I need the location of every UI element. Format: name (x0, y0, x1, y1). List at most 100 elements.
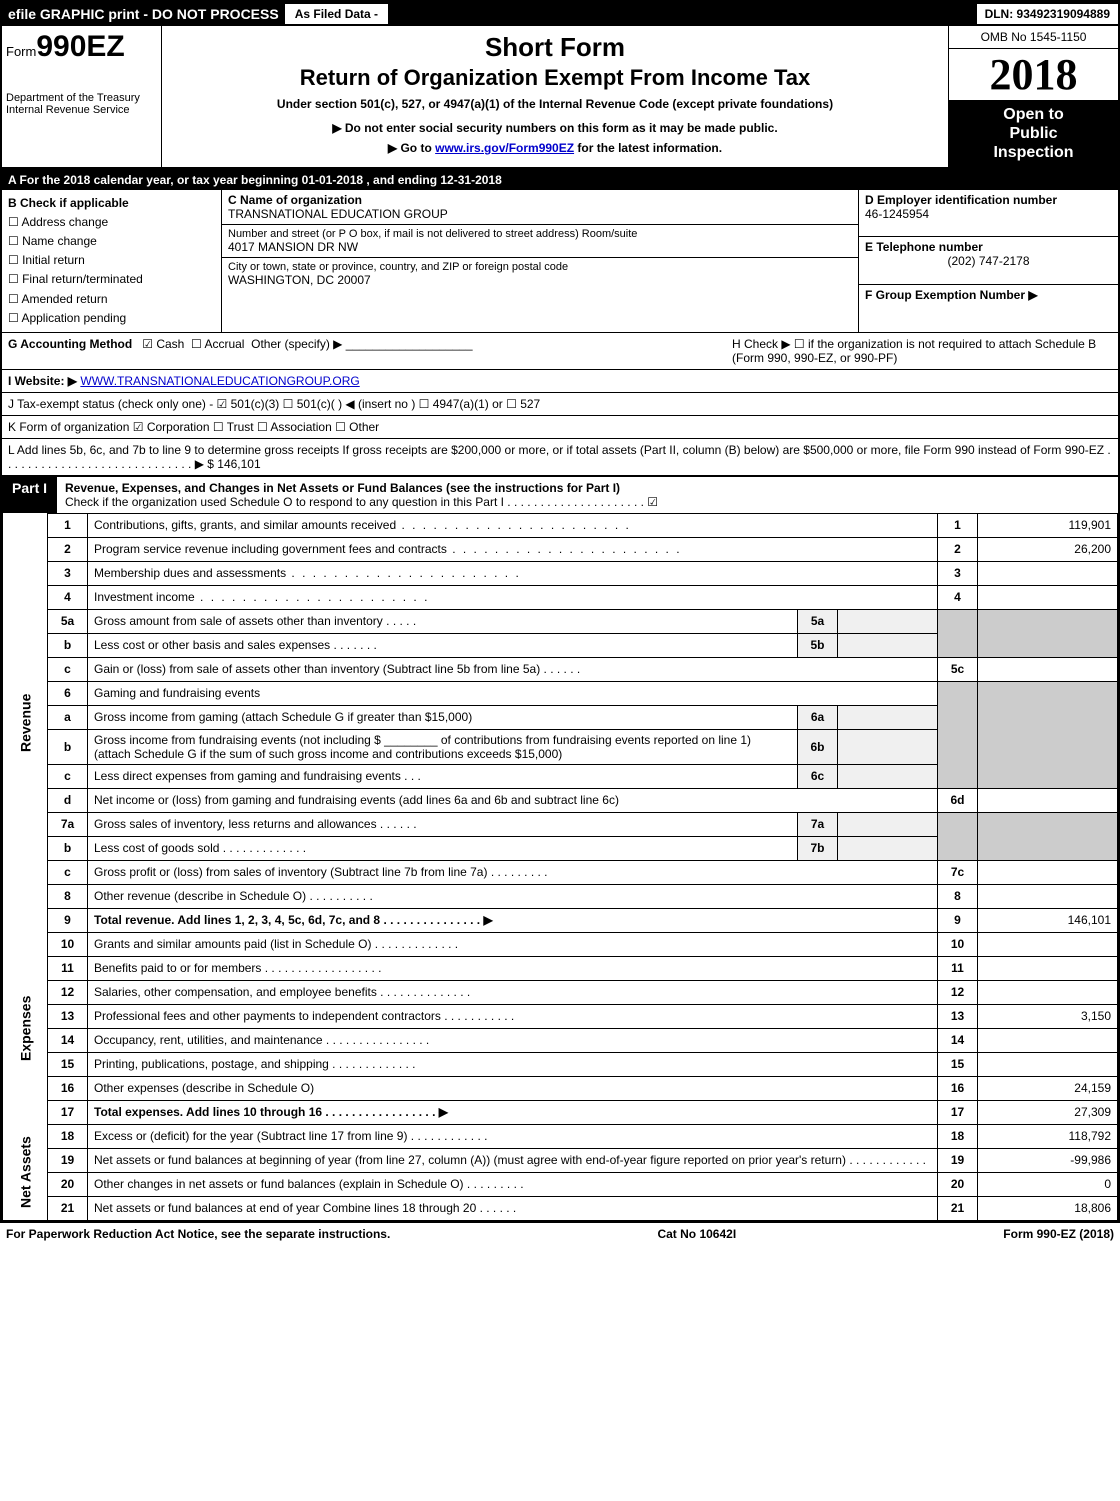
l3-amt (978, 561, 1118, 585)
c-label: C Name of organization (228, 193, 852, 207)
g-label: G Accounting Method (8, 337, 132, 351)
phone-row: E Telephone number (202) 747-2178 (859, 237, 1118, 285)
chk-address-change[interactable]: Address change (8, 213, 215, 232)
l6-desc: Gaming and fundraising events (94, 686, 260, 700)
l12-desc: Salaries, other compensation, and employ… (94, 985, 377, 999)
l2-desc: Program service revenue including govern… (94, 542, 447, 556)
d-label: D Employer identification number (865, 193, 1112, 207)
l7a-mini-amt (838, 812, 938, 836)
l1-desc: Contributions, gifts, grants, and simila… (94, 518, 396, 532)
l19-col: 19 (938, 1148, 978, 1172)
l12-amt (978, 980, 1118, 1004)
l15-col: 15 (938, 1052, 978, 1076)
row-k-form-org: K Form of organization ☑ Corporation ☐ T… (2, 416, 1118, 439)
chk-name-change[interactable]: Name change (8, 232, 215, 251)
header-center: Short Form Return of Organization Exempt… (162, 26, 948, 167)
l20-amt: 0 (978, 1172, 1118, 1196)
l18-num: 18 (48, 1124, 88, 1148)
l5a-desc: Gross amount from sale of assets other t… (94, 614, 383, 628)
l12-col: 12 (938, 980, 978, 1004)
chk-initial-return[interactable]: Initial return (8, 251, 215, 270)
e-label: E Telephone number (865, 240, 1112, 254)
l7-grey (938, 812, 978, 860)
row-g-h: G Accounting Method Cash Accrual Other (… (2, 332, 1118, 370)
l6d-amt (978, 788, 1118, 812)
l21-num: 21 (48, 1196, 88, 1220)
part-i-subtitle: Check if the organization used Schedule … (65, 495, 658, 509)
l6a-mini: 6a (798, 705, 838, 729)
l6b-desc: Gross income from fundraising events (no… (94, 733, 751, 761)
side-label-expenses: Expenses (3, 932, 48, 1124)
irs-url-link[interactable]: www.irs.gov/Form990EZ (435, 141, 574, 155)
l5-grey (938, 609, 978, 657)
form-prefix: Form (6, 44, 36, 59)
l13-num: 13 (48, 1004, 88, 1028)
l6b-num: b (48, 729, 88, 764)
header-right: OMB No 1545-1150 2018 Open to Public Ins… (948, 26, 1118, 167)
l7c-num: c (48, 860, 88, 884)
l7b-desc: Less cost of goods sold (94, 841, 219, 855)
l7b-num: b (48, 836, 88, 860)
chk-other[interactable]: Other (specify) ▶ (251, 337, 342, 351)
l12-num: 12 (48, 980, 88, 1004)
l14-col: 14 (938, 1028, 978, 1052)
header-left: Form990EZ Department of the Treasury Int… (2, 26, 162, 167)
info-grid: B Check if applicable Address change Nam… (2, 190, 1118, 332)
l17-amt: 27,309 (978, 1100, 1118, 1124)
l6b-mini-amt (838, 729, 938, 764)
l3-desc: Membership dues and assessments (94, 566, 286, 580)
org-name-row: C Name of organization TRANSNATIONAL EDU… (222, 190, 858, 225)
form-990ez-container: efile GRAPHIC print - DO NOT PROCESS As … (0, 0, 1120, 1223)
l3-num: 3 (48, 561, 88, 585)
l5a-num: 5a (48, 609, 88, 633)
l6c-num: c (48, 764, 88, 788)
part-i-header: Part I Revenue, Expenses, and Changes in… (2, 476, 1118, 513)
l6c-mini-amt (838, 764, 938, 788)
l2-num: 2 (48, 537, 88, 561)
l11-amt (978, 956, 1118, 980)
l6d-desc: Net income or (loss) from gaming and fun… (94, 793, 619, 807)
l16-num: 16 (48, 1076, 88, 1100)
city-label: City or town, state or province, country… (228, 261, 852, 273)
chk-accrual[interactable]: Accrual (191, 337, 244, 351)
l16-amt: 24,159 (978, 1076, 1118, 1100)
l7-grey-amt (978, 812, 1118, 860)
inspection-l3: Inspection (953, 143, 1114, 162)
l4-desc: Investment income (94, 590, 195, 604)
l6-grey (938, 681, 978, 788)
l15-amt (978, 1052, 1118, 1076)
h-schedule-b: H Check ▶ ☐ if the organization is not r… (732, 337, 1112, 365)
l19-num: 19 (48, 1148, 88, 1172)
l5a-mini: 5a (798, 609, 838, 633)
l5b-mini: 5b (798, 633, 838, 657)
org-address-row: Number and street (or P O box, if mail i… (222, 225, 858, 258)
l6a-num: a (48, 705, 88, 729)
website-link[interactable]: WWW.TRANSNATIONALEDUCATIONGROUP.ORG (80, 374, 359, 388)
chk-amended-return[interactable]: Amended return (8, 290, 215, 309)
l16-desc: Other expenses (describe in Schedule O) (94, 1081, 314, 1095)
l8-num: 8 (48, 884, 88, 908)
goto-link[interactable]: ▶ Go to www.irs.gov/Form990EZ for the la… (172, 141, 938, 155)
l9-desc: Total revenue. Add lines 1, 2, 3, 4, 5c,… (94, 913, 493, 927)
chk-final-return[interactable]: Final return/terminated (8, 270, 215, 289)
org-address: 4017 MANSION DR NW (228, 240, 852, 254)
l9-num: 9 (48, 908, 88, 932)
phone-value: (202) 747-2178 (865, 254, 1112, 268)
l9-col: 9 (938, 908, 978, 932)
l6c-mini: 6c (798, 764, 838, 788)
cat-no: Cat No 10642I (657, 1227, 736, 1241)
chk-cash[interactable]: Cash (142, 337, 184, 351)
form-number-block: Form990EZ (6, 30, 157, 64)
l5b-desc: Less cost or other basis and sales expen… (94, 638, 330, 652)
l6-grey-amt (978, 681, 1118, 788)
l10-amt (978, 932, 1118, 956)
chk-application-pending[interactable]: Application pending (8, 309, 215, 328)
omb-number: OMB No 1545-1150 (949, 26, 1118, 49)
l13-col: 13 (938, 1004, 978, 1028)
l6b-mini: 6b (798, 729, 838, 764)
l5-grey-amt (978, 609, 1118, 657)
l7c-amt (978, 860, 1118, 884)
l14-desc: Occupancy, rent, utilities, and maintena… (94, 1033, 323, 1047)
l18-desc: Excess or (deficit) for the year (Subtra… (94, 1129, 407, 1143)
form-header: Form990EZ Department of the Treasury Int… (2, 26, 1118, 169)
